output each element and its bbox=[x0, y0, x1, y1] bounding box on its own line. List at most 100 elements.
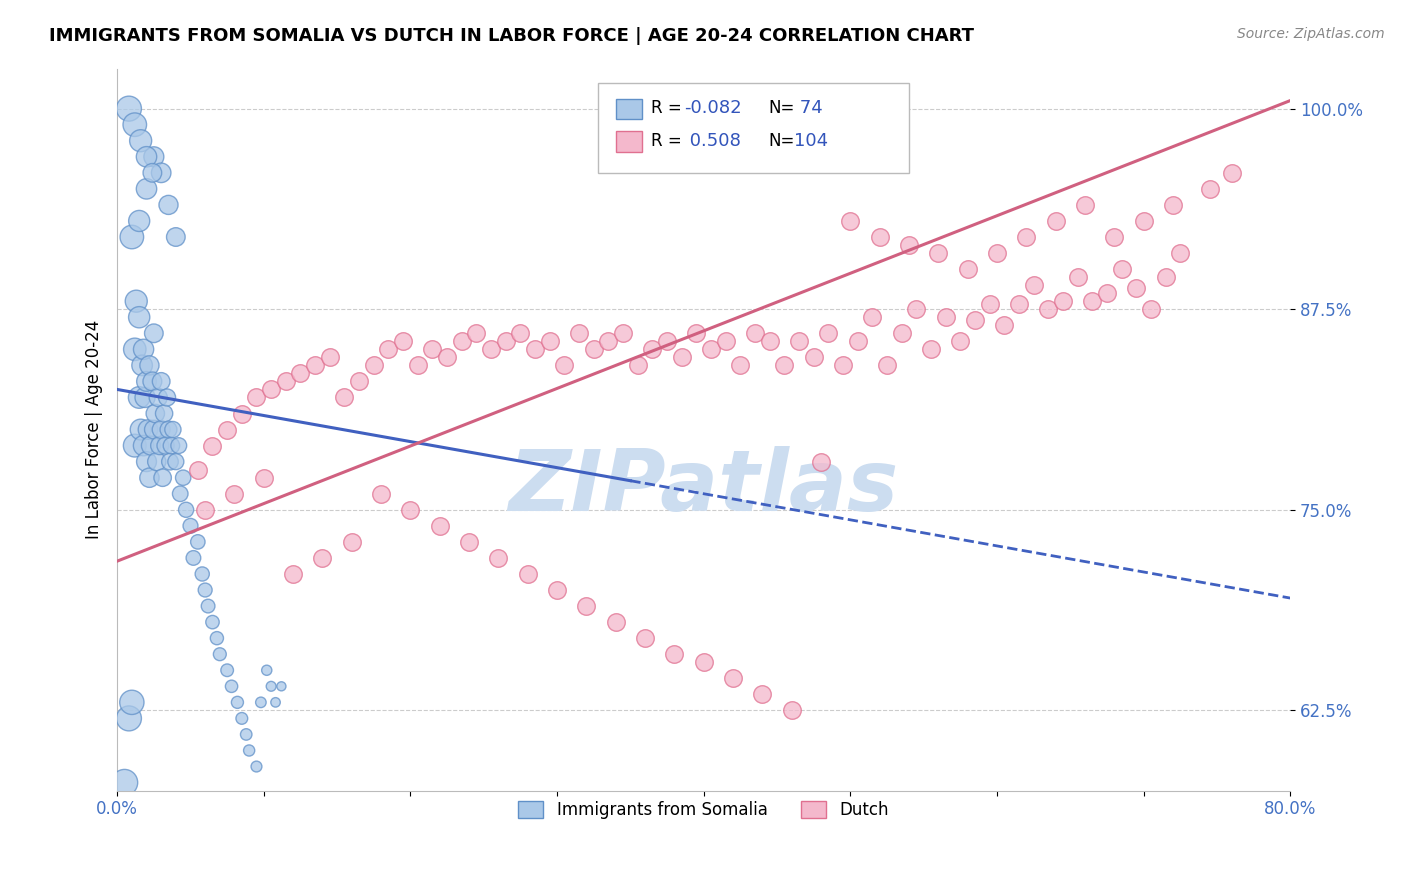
Point bbox=[250, 695, 273, 709]
Text: R =: R = bbox=[651, 99, 688, 117]
Point bbox=[118, 102, 141, 116]
Point bbox=[174, 503, 197, 517]
Point bbox=[986, 246, 1008, 260]
Point bbox=[1125, 281, 1147, 295]
Point bbox=[141, 375, 163, 389]
Point bbox=[260, 383, 283, 397]
Point bbox=[156, 391, 179, 405]
FancyBboxPatch shape bbox=[616, 131, 641, 152]
Point bbox=[486, 550, 509, 565]
Point bbox=[153, 407, 176, 421]
Point bbox=[169, 487, 191, 501]
Point bbox=[612, 326, 634, 341]
Point bbox=[553, 359, 575, 373]
Point bbox=[465, 326, 488, 341]
Point bbox=[1132, 214, 1154, 228]
Point bbox=[509, 326, 531, 341]
Point bbox=[159, 455, 181, 469]
Y-axis label: In Labor Force | Age 20-24: In Labor Force | Age 20-24 bbox=[86, 320, 103, 539]
Text: N=: N= bbox=[768, 99, 794, 117]
Point bbox=[392, 334, 415, 349]
Point bbox=[135, 182, 157, 196]
Point bbox=[1022, 278, 1045, 293]
Point bbox=[399, 503, 422, 517]
Point bbox=[118, 711, 141, 725]
Point bbox=[165, 455, 187, 469]
Point bbox=[876, 359, 898, 373]
Point bbox=[920, 343, 942, 357]
Point bbox=[129, 423, 152, 437]
Point bbox=[135, 455, 157, 469]
Point bbox=[274, 375, 297, 389]
Point bbox=[377, 343, 399, 357]
Point bbox=[363, 359, 385, 373]
Point bbox=[187, 534, 209, 549]
Point bbox=[817, 326, 839, 341]
Point bbox=[138, 471, 160, 485]
Point bbox=[187, 463, 209, 477]
Point bbox=[524, 343, 547, 357]
Point bbox=[162, 423, 184, 437]
Point bbox=[714, 334, 737, 349]
Point bbox=[208, 647, 231, 661]
Text: -0.082: -0.082 bbox=[683, 99, 741, 117]
Point bbox=[1015, 230, 1038, 244]
Point bbox=[1008, 297, 1031, 311]
Point bbox=[340, 534, 363, 549]
Point bbox=[221, 679, 243, 693]
Point bbox=[751, 687, 773, 701]
Point bbox=[655, 334, 678, 349]
Text: 0.508: 0.508 bbox=[683, 132, 741, 150]
Point bbox=[260, 679, 283, 693]
Point bbox=[235, 727, 257, 741]
Point bbox=[627, 359, 650, 373]
Point bbox=[700, 343, 723, 357]
Point bbox=[311, 550, 333, 565]
Point bbox=[905, 302, 928, 317]
Point bbox=[685, 326, 707, 341]
Point bbox=[935, 310, 957, 325]
Point bbox=[201, 439, 224, 453]
Point bbox=[121, 230, 143, 244]
Point bbox=[575, 599, 598, 613]
Point bbox=[897, 238, 920, 252]
Point bbox=[429, 519, 451, 533]
Point bbox=[155, 439, 177, 453]
Point bbox=[217, 423, 239, 437]
Point bbox=[165, 230, 187, 244]
Point bbox=[758, 334, 780, 349]
Point bbox=[598, 334, 620, 349]
Point bbox=[803, 351, 825, 365]
Point bbox=[1161, 198, 1184, 212]
Point bbox=[422, 343, 444, 357]
Point bbox=[927, 246, 949, 260]
Point bbox=[121, 695, 143, 709]
Point bbox=[869, 230, 891, 244]
Point bbox=[157, 198, 180, 212]
Point bbox=[450, 334, 472, 349]
Point bbox=[138, 359, 160, 373]
Point bbox=[1066, 270, 1088, 285]
Point bbox=[150, 375, 173, 389]
Point bbox=[191, 566, 214, 581]
Point bbox=[516, 566, 538, 581]
Text: R =: R = bbox=[651, 132, 688, 150]
Point bbox=[124, 343, 146, 357]
Point bbox=[664, 647, 686, 661]
Point bbox=[605, 615, 627, 629]
Point bbox=[135, 375, 157, 389]
Point bbox=[773, 359, 796, 373]
Point bbox=[1198, 182, 1220, 196]
Point bbox=[956, 262, 979, 277]
Text: IMMIGRANTS FROM SOMALIA VS DUTCH IN LABOR FORCE | AGE 20-24 CORRELATION CHART: IMMIGRANTS FROM SOMALIA VS DUTCH IN LABO… bbox=[49, 27, 974, 45]
Point bbox=[1038, 302, 1060, 317]
Point bbox=[197, 599, 219, 613]
Point bbox=[142, 423, 165, 437]
Point bbox=[860, 310, 883, 325]
Point bbox=[1045, 214, 1067, 228]
Point bbox=[1154, 270, 1177, 285]
Point bbox=[135, 150, 157, 164]
Point bbox=[304, 359, 326, 373]
Text: Source: ZipAtlas.com: Source: ZipAtlas.com bbox=[1237, 27, 1385, 41]
Point bbox=[780, 703, 803, 717]
